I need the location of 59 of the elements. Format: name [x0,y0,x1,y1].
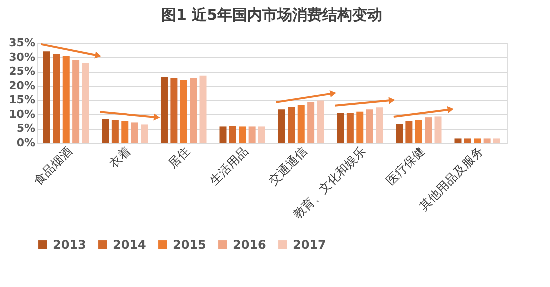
bar [190,78,198,143]
bar [229,126,236,143]
legend-label: 2016 [233,238,266,252]
bar [425,118,432,143]
legend-label: 2015 [173,238,206,252]
legend-label: 2017 [293,238,326,252]
bar [454,138,462,143]
bar [346,113,354,143]
x-tick-label: 生活用品 [207,144,252,188]
x-tick-label: 衣着 [106,144,134,171]
bar [434,116,442,143]
legend-label: 2013 [53,238,86,252]
bar [278,110,286,143]
y-tick-label: 20% [9,79,36,92]
bar [366,110,374,143]
bar [317,100,324,143]
y-tick-label: 30% [9,50,36,64]
y-tick-label: 25% [9,65,36,78]
bar [62,56,70,143]
bar [53,54,60,143]
legend-label: 2014 [113,238,146,252]
bar [102,119,110,143]
bar [72,60,80,143]
y-tick-label: 15% [9,94,36,107]
bar [494,138,501,143]
bar [122,121,129,143]
bar [170,78,178,143]
bar [131,122,138,143]
bar [474,138,482,143]
bar [356,112,364,143]
bar [160,77,168,143]
bar [484,138,491,143]
y-tick-label: 0% [16,136,36,150]
bar [112,120,119,143]
bar [415,120,422,143]
bar [141,124,148,143]
bar [464,138,472,143]
bar [337,113,344,143]
bar [298,105,305,143]
chart-title: 图1 近5年国内市场消费结构变动 [161,6,383,24]
bar [288,107,296,143]
bar [82,63,90,143]
bar [248,126,256,143]
bar [258,126,266,143]
y-tick-label: 10% [9,108,36,121]
x-tick-label: 居住 [165,144,192,171]
bar [180,80,188,143]
bar [200,76,207,143]
x-tick-label: 医疗保健 [384,144,428,188]
x-tick-label: 交通通信 [266,144,310,188]
bar [396,124,403,143]
bar [220,126,227,143]
y-tick-label: 5% [16,122,36,136]
y-tick-label: 35% [9,36,36,50]
bar [308,102,315,143]
bar [406,121,413,143]
bar [376,108,384,143]
bar [239,126,246,143]
bar [43,52,50,143]
